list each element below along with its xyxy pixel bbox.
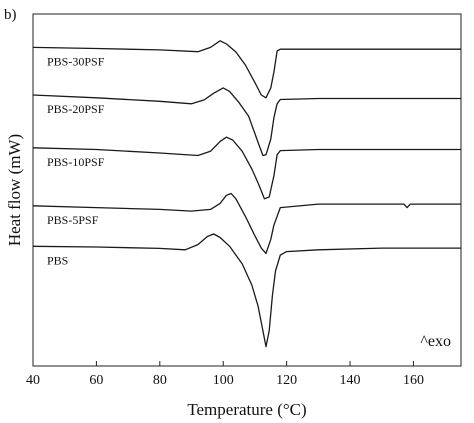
series-line bbox=[32, 192, 461, 255]
x-tick-label: 120 bbox=[276, 373, 297, 388]
x-axis-label: Temperature (°C) bbox=[187, 400, 306, 419]
series-label: PBS-10PSF bbox=[47, 155, 105, 169]
series-label: PBS-20PSF bbox=[47, 102, 105, 116]
series-line bbox=[32, 136, 461, 200]
series-line bbox=[32, 233, 461, 348]
y-axis-label: Heat flow (mW) bbox=[5, 134, 24, 246]
curve-layer bbox=[32, 40, 461, 348]
plot-frame bbox=[32, 13, 462, 367]
x-tick-label: 100 bbox=[213, 373, 234, 388]
curve-label-layer: PBS-30PSF PBS-20PSF PBS-10PSF PBS-5PSF PBS bbox=[47, 54, 105, 267]
exo-annotation: ^exo bbox=[420, 333, 451, 350]
x-tick-label: 80 bbox=[153, 373, 167, 388]
series-line bbox=[32, 87, 461, 157]
x-tick-label: 60 bbox=[89, 373, 103, 388]
series-label: PBS bbox=[47, 253, 68, 267]
series-label: PBS-30PSF bbox=[47, 54, 105, 68]
series-label: PBS-5PSF bbox=[47, 213, 99, 227]
x-tick-label: 40 bbox=[26, 373, 40, 388]
x-axis-ticks: 40 60 80 100 120 140 160 bbox=[26, 361, 424, 388]
panel-label: b) bbox=[4, 7, 17, 23]
x-tick-label: 140 bbox=[340, 373, 361, 388]
series-line bbox=[32, 40, 461, 99]
x-tick-label: 160 bbox=[403, 373, 424, 388]
